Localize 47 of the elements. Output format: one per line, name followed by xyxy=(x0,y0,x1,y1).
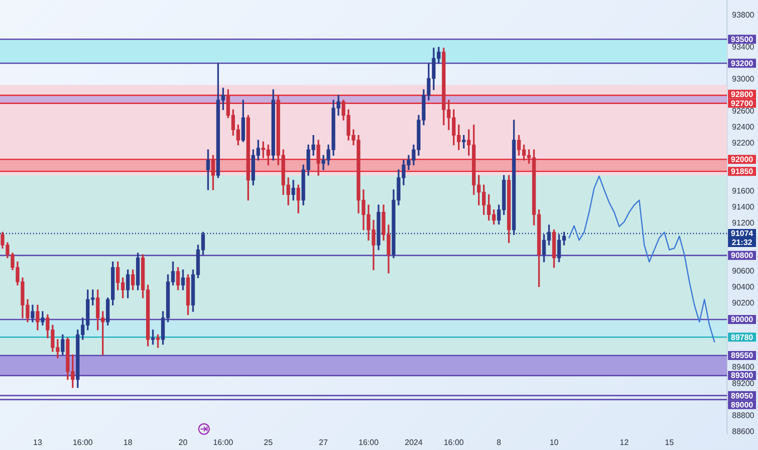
y-tick-label: 93000 xyxy=(732,74,755,84)
ref-line-label: 89000 xyxy=(730,400,754,410)
candlestick xyxy=(206,149,210,190)
ref-line-label: 92800 xyxy=(730,90,754,99)
y-tick-label: 88600 xyxy=(732,426,755,436)
ref-line-label: 89300 xyxy=(730,371,754,380)
y-tick-label: 88800 xyxy=(732,410,755,420)
ref-line-label: 92700 xyxy=(730,99,754,108)
ref-line-label: 89050 xyxy=(730,391,754,400)
y-tick-label: 92400 xyxy=(732,122,755,132)
ref-line-label: 92000 xyxy=(730,155,754,164)
ref-line-label: 89550 xyxy=(730,351,754,360)
x-tick-label: 16:00 xyxy=(444,438,464,448)
x-tick-label: 13 xyxy=(33,438,43,448)
ref-line-label: 89780 xyxy=(730,332,754,342)
ref-line-label: 93200 xyxy=(730,58,754,68)
x-tick-label: 18 xyxy=(123,438,133,448)
candlestick xyxy=(156,334,160,348)
ref-line-label: 93500 xyxy=(730,34,754,44)
ref-line-label: 91074 21:32 xyxy=(730,229,754,248)
y-tick-label: 90200 xyxy=(732,298,755,308)
x-tick-label: 16:00 xyxy=(213,438,234,448)
candlestick xyxy=(151,330,155,345)
x-tick-label: 25 xyxy=(264,438,274,448)
x-tick-label: 27 xyxy=(318,438,328,448)
x-tick-label: 16:00 xyxy=(358,438,380,448)
ref-line-label: 90000 xyxy=(730,315,754,324)
x-tick-label: 10 xyxy=(550,438,560,448)
y-tick-label: 90400 xyxy=(732,282,755,292)
y-tick-label: 89200 xyxy=(732,378,755,388)
y-tick-label: 91600 xyxy=(732,186,755,196)
y-tick-label: 91400 xyxy=(732,202,755,212)
y-tick-label: 93800 xyxy=(732,10,755,20)
x-tick-label: 12 xyxy=(620,438,630,448)
y-tick-label: 89400 xyxy=(732,362,755,372)
x-tick-label: 8 xyxy=(496,438,502,448)
x-tick-label: 15 xyxy=(664,438,674,448)
y-tick-label: 93400 xyxy=(732,42,755,52)
x-tick-label: 16:00 xyxy=(72,438,94,448)
x-tick-label: 20 xyxy=(178,438,188,448)
y-tick-label: 92200 xyxy=(732,138,755,148)
y-tick-label: 90600 xyxy=(732,266,755,276)
x-tick-label: 2024 xyxy=(404,438,424,448)
ref-line-label: 90800 xyxy=(730,251,754,260)
y-tick-label: 91200 xyxy=(732,218,755,228)
ref-line-label: 91850 xyxy=(730,167,754,176)
y-tick-label: 92600 xyxy=(732,106,755,116)
